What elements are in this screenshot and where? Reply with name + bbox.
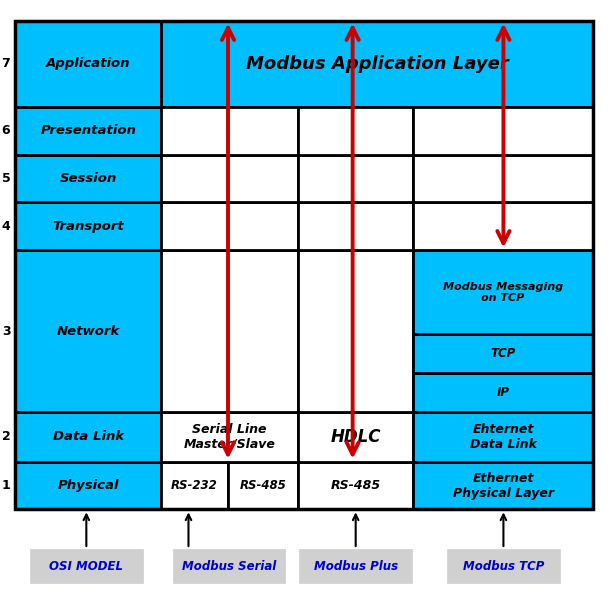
Text: 6: 6 — [2, 124, 10, 137]
Text: RS-232: RS-232 — [171, 479, 218, 492]
Text: 7: 7 — [2, 57, 10, 70]
FancyBboxPatch shape — [30, 549, 142, 583]
FancyBboxPatch shape — [413, 335, 593, 373]
FancyBboxPatch shape — [298, 154, 413, 203]
FancyBboxPatch shape — [298, 412, 413, 462]
Text: 1: 1 — [2, 479, 10, 492]
Text: Network: Network — [57, 325, 120, 337]
FancyBboxPatch shape — [15, 107, 161, 154]
Text: Session: Session — [60, 172, 117, 185]
Text: Ethernet
Physical Layer: Ethernet Physical Layer — [452, 472, 554, 499]
Text: Modbus Application Layer: Modbus Application Layer — [246, 55, 508, 72]
Text: HDLC: HDLC — [330, 428, 381, 446]
FancyBboxPatch shape — [15, 21, 161, 107]
Text: Serial Line
Master/Slave: Serial Line Master/Slave — [184, 423, 275, 451]
Text: 4: 4 — [2, 220, 10, 233]
Text: Transport: Transport — [52, 220, 124, 233]
Text: Data Link: Data Link — [52, 430, 124, 443]
Text: Ehternet
Data Link: Ehternet Data Link — [469, 423, 537, 451]
FancyBboxPatch shape — [413, 462, 593, 509]
FancyBboxPatch shape — [15, 203, 161, 250]
FancyBboxPatch shape — [161, 250, 298, 412]
FancyBboxPatch shape — [413, 250, 593, 335]
Text: RS-485: RS-485 — [331, 479, 381, 492]
FancyBboxPatch shape — [15, 154, 161, 203]
FancyBboxPatch shape — [299, 549, 412, 583]
FancyBboxPatch shape — [161, 154, 298, 203]
Text: 2: 2 — [2, 430, 10, 443]
FancyBboxPatch shape — [413, 412, 593, 462]
FancyBboxPatch shape — [447, 549, 559, 583]
FancyBboxPatch shape — [161, 462, 228, 509]
FancyBboxPatch shape — [15, 412, 161, 462]
FancyBboxPatch shape — [413, 373, 593, 412]
Text: Modbus Messaging
on TCP: Modbus Messaging on TCP — [443, 282, 563, 303]
FancyBboxPatch shape — [298, 462, 413, 509]
Text: Application: Application — [46, 57, 130, 70]
Text: TCP: TCP — [491, 347, 516, 360]
Text: Modbus Serial: Modbus Serial — [182, 560, 277, 573]
FancyBboxPatch shape — [298, 250, 413, 412]
Text: Modbus Plus: Modbus Plus — [314, 560, 398, 573]
Text: Presentation: Presentation — [40, 124, 136, 137]
FancyBboxPatch shape — [413, 107, 593, 154]
FancyBboxPatch shape — [413, 154, 593, 203]
FancyBboxPatch shape — [298, 107, 413, 154]
Text: 5: 5 — [2, 172, 10, 185]
Text: OSI MODEL: OSI MODEL — [49, 560, 123, 573]
FancyBboxPatch shape — [161, 412, 298, 462]
FancyBboxPatch shape — [413, 203, 593, 250]
Text: 3: 3 — [2, 325, 10, 337]
FancyBboxPatch shape — [15, 462, 161, 509]
FancyBboxPatch shape — [161, 107, 298, 154]
Text: IP: IP — [497, 386, 510, 399]
FancyBboxPatch shape — [298, 203, 413, 250]
FancyBboxPatch shape — [228, 462, 298, 509]
Text: RS-485: RS-485 — [240, 479, 286, 492]
FancyBboxPatch shape — [161, 21, 593, 107]
FancyBboxPatch shape — [15, 250, 161, 412]
FancyBboxPatch shape — [161, 203, 298, 250]
Text: Physical: Physical — [57, 479, 119, 492]
Text: Modbus TCP: Modbus TCP — [463, 560, 544, 573]
FancyBboxPatch shape — [173, 549, 285, 583]
